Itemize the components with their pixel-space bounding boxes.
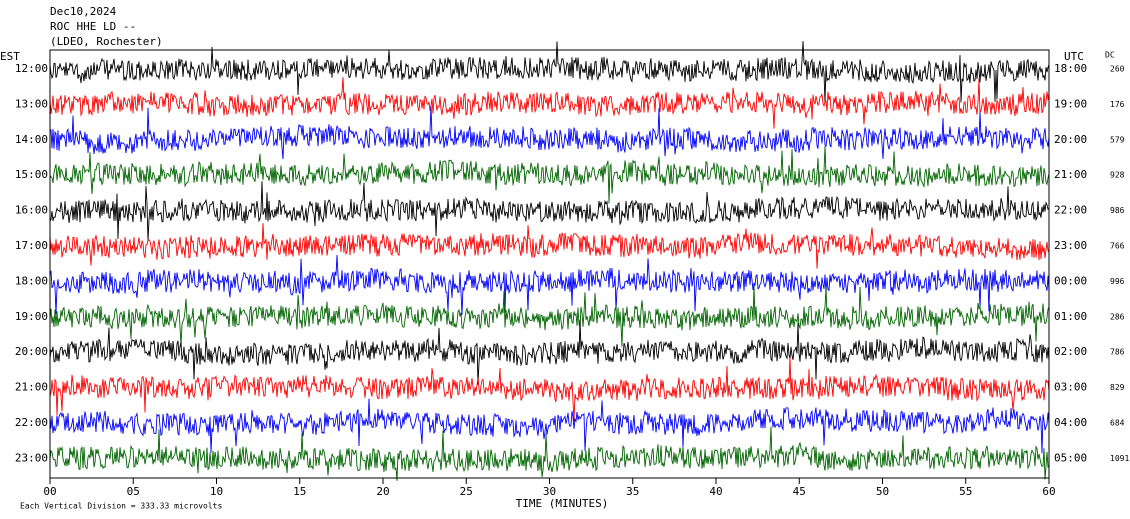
x-tick-label: 00 bbox=[43, 485, 56, 498]
right-time-label: 02:00 bbox=[1054, 345, 1087, 358]
dc-title: DC bbox=[1105, 51, 1115, 60]
right-time-label: 23:00 bbox=[1054, 239, 1087, 252]
dc-value: 286 bbox=[1110, 312, 1125, 321]
trace bbox=[49, 181, 1050, 242]
trace bbox=[49, 285, 1050, 347]
x-tick-label: 30 bbox=[543, 485, 556, 498]
trace bbox=[49, 146, 1050, 204]
trace bbox=[49, 254, 1050, 315]
right-axis-title: UTC bbox=[1064, 50, 1084, 63]
trace bbox=[49, 357, 1050, 422]
dc-value: 786 bbox=[1110, 348, 1125, 357]
x-tick-label: 45 bbox=[793, 485, 806, 498]
x-tick-label: 20 bbox=[376, 485, 389, 498]
left-time-label: 21:00 bbox=[15, 381, 48, 394]
x-tick-label: 50 bbox=[876, 485, 889, 498]
right-time-label: 19:00 bbox=[1054, 97, 1087, 110]
trace bbox=[49, 426, 1050, 481]
date: Dec10,2024 bbox=[50, 5, 117, 18]
x-tick-label: 15 bbox=[293, 485, 306, 498]
dc-value: 260 bbox=[1110, 65, 1125, 74]
left-time-label: 17:00 bbox=[15, 239, 48, 252]
left-time-label: 12:00 bbox=[15, 62, 48, 75]
trace bbox=[49, 398, 1050, 454]
right-time-label: 21:00 bbox=[1054, 168, 1087, 181]
station: ROC HHE LD -- bbox=[50, 20, 136, 33]
left-time-label: 23:00 bbox=[15, 451, 48, 464]
x-tick-label: 60 bbox=[1042, 485, 1055, 498]
x-tick-label: 10 bbox=[210, 485, 223, 498]
x-tick-label: 40 bbox=[709, 485, 722, 498]
dc-value: 996 bbox=[1110, 277, 1125, 286]
right-time-label: 18:00 bbox=[1054, 62, 1087, 75]
dc-value: 986 bbox=[1110, 206, 1125, 215]
left-time-label: 20:00 bbox=[15, 345, 48, 358]
left-axis-title: EST bbox=[0, 50, 20, 63]
trace bbox=[49, 41, 1050, 103]
network: (LDEO, Rochester) bbox=[50, 35, 163, 48]
right-time-label: 00:00 bbox=[1054, 274, 1087, 287]
dc-value: 766 bbox=[1110, 242, 1125, 251]
right-time-label: 20:00 bbox=[1054, 133, 1087, 146]
dc-value: 684 bbox=[1110, 419, 1125, 428]
left-time-label: 22:00 bbox=[15, 416, 48, 429]
x-tick-label: 05 bbox=[127, 485, 140, 498]
dc-value: 176 bbox=[1110, 100, 1125, 109]
x-tick-label: 25 bbox=[460, 485, 473, 498]
left-time-label: 15:00 bbox=[15, 168, 48, 181]
dc-value: 1091 bbox=[1110, 454, 1129, 463]
right-time-label: 03:00 bbox=[1054, 381, 1087, 394]
trace bbox=[49, 105, 1050, 160]
right-time-label: 22:00 bbox=[1054, 204, 1087, 217]
traces bbox=[49, 41, 1050, 481]
footer: Each Vertical Division = 333.33 microvol… bbox=[20, 502, 222, 511]
dc-value: 579 bbox=[1110, 135, 1125, 144]
right-time-label: 01:00 bbox=[1054, 310, 1087, 323]
right-time-label: 04:00 bbox=[1054, 416, 1087, 429]
right-time-label: 05:00 bbox=[1054, 451, 1087, 464]
dc-value: 829 bbox=[1110, 383, 1125, 392]
x-tick-label: 35 bbox=[626, 485, 639, 498]
left-time-label: 19:00 bbox=[15, 310, 48, 323]
dc-value: 928 bbox=[1110, 171, 1125, 180]
x-tick-label: 55 bbox=[959, 485, 972, 498]
left-time-label: 18:00 bbox=[15, 274, 48, 287]
trace bbox=[49, 319, 1050, 385]
left-time-label: 14:00 bbox=[15, 133, 48, 146]
left-time-label: 16:00 bbox=[15, 204, 48, 217]
trace bbox=[49, 77, 1050, 129]
trace bbox=[49, 223, 1050, 269]
left-time-label: 13:00 bbox=[15, 97, 48, 110]
x-axis-title: TIME (MINUTES) bbox=[516, 497, 609, 510]
